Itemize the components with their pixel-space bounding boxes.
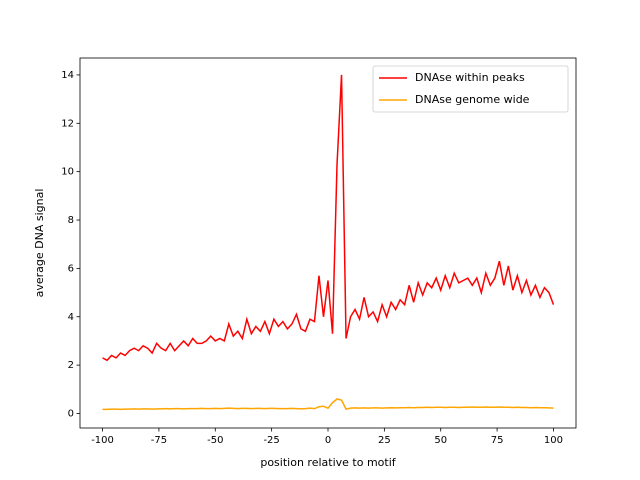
axes-frame [79,57,577,429]
x-tick-label: -75 [151,435,167,446]
y-tick-label: 8 [68,215,74,226]
x-tick-label: 25 [378,435,391,446]
x-tick-label: -25 [263,435,279,446]
x-axis-label: position relative to motif [260,456,396,469]
legend-label: DNAse within peaks [415,71,525,84]
y-tick-label: 10 [61,167,74,178]
data-line [102,74,555,362]
data-line [102,398,554,411]
y-tick-label: 0 [68,408,74,419]
x-tick-label: 50 [434,435,447,446]
x-tick-label: 100 [544,435,563,446]
x-tick-label: -100 [91,435,114,446]
legend-label: DNAse genome wide [415,93,530,106]
legend-box [372,65,569,113]
y-axis-label: average DNA signal [33,189,46,298]
x-tick-label: 0 [325,435,331,446]
y-tick-label: 14 [61,70,74,81]
y-tick-label: 4 [68,312,74,323]
y-tick-label: 2 [68,360,74,371]
y-tick-label: 6 [68,263,74,274]
x-tick-label: -50 [207,435,223,446]
y-tick-label: 12 [61,118,74,129]
x-tick-label: 75 [491,435,504,446]
